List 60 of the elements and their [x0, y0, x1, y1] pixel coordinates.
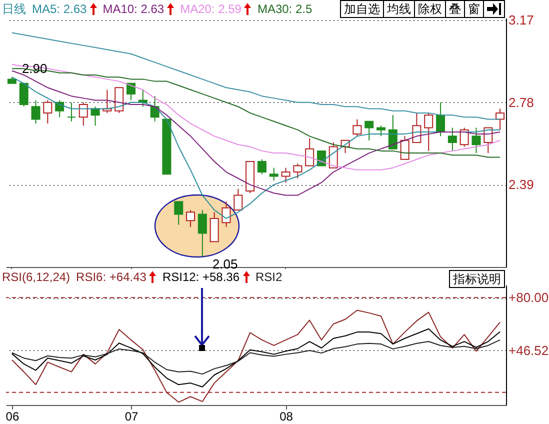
candlestick — [210, 212, 219, 242]
line-series — [11, 339, 501, 375]
chart-title: RSI(6,12,24) — [2, 270, 70, 284]
candlestick — [388, 114, 398, 150]
annotation: 指标说明 — [449, 270, 505, 288]
candlestick — [412, 112, 422, 143]
candlestick — [114, 87, 124, 114]
candlestick — [460, 127, 469, 148]
line-series — [11, 310, 501, 403]
candlestick — [448, 127, 457, 152]
candlestick — [55, 100, 64, 118]
candlestick — [293, 163, 302, 179]
text: MA5: 2.63 — [32, 2, 87, 16]
y-tick-label: 3.17 — [508, 12, 534, 28]
text: RSI12: +58.36 — [162, 270, 240, 284]
text: RSI2 — [256, 270, 282, 284]
y-tick-label: +80.00 — [508, 290, 549, 306]
candlestick — [90, 106, 100, 126]
text: MA10: 2.63 — [102, 2, 164, 16]
candlestick — [198, 210, 207, 257]
candlestick — [174, 201, 184, 226]
y-tick-label: 2.78 — [508, 94, 534, 110]
candlestick — [234, 188, 243, 211]
candlestick — [186, 210, 196, 228]
candlestick — [126, 82, 136, 101]
candlestick — [496, 108, 505, 130]
candlestick — [66, 102, 76, 122]
candlestick — [436, 102, 446, 137]
candlestick — [222, 201, 231, 228]
candlestick — [305, 138, 314, 166]
candlestick — [400, 136, 410, 160]
y-tick-label: 2.39 — [508, 177, 534, 192]
candlestick — [364, 120, 374, 141]
candlestick — [472, 127, 481, 154]
candlestick — [352, 118, 362, 137]
text: MA30: 2.5 — [257, 2, 312, 16]
text: 均线 — [383, 0, 415, 18]
candlestick — [424, 112, 434, 152]
candlestick — [376, 125, 386, 137]
text: 叠 — [445, 0, 465, 18]
candlestick — [281, 167, 290, 184]
candlestick — [257, 158, 266, 175]
candlestick — [78, 102, 88, 126]
text: MA20: 2.59 — [180, 2, 242, 16]
text: 除权 — [414, 0, 446, 18]
x-tick-label: 06 — [6, 410, 20, 424]
line-series — [11, 64, 501, 170]
candlestick — [19, 82, 28, 108]
y-tick-label: +46.52 — [508, 342, 549, 358]
text: RSI6: +64.43 — [76, 270, 146, 284]
x-tick-label: 07 — [124, 410, 138, 424]
x-tick-label: 08 — [280, 410, 294, 424]
text: 窗 — [464, 0, 484, 18]
line-series — [11, 328, 501, 388]
chart-title: 日线 — [2, 0, 26, 18]
candlestick — [43, 100, 52, 124]
candlestick — [328, 142, 338, 168]
candlestick — [31, 100, 40, 124]
text: 加自选 — [340, 0, 384, 18]
candlestick — [269, 167, 278, 181]
